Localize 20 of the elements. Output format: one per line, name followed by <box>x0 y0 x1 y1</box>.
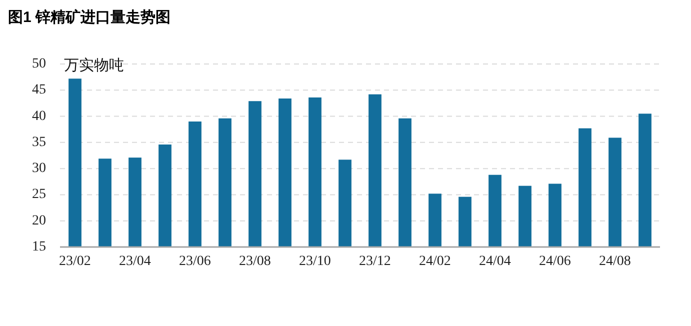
x-tick-label: 23/12 <box>359 254 391 269</box>
ylabel: 万实物吨 <box>64 57 124 74</box>
x-tick-label: 23/08 <box>239 254 271 269</box>
x-tick-label: 24/02 <box>419 254 451 269</box>
x-tick-label: 23/10 <box>299 254 331 269</box>
x-tick-label: 23/04 <box>119 254 151 269</box>
y-tick-label: 20 <box>32 213 46 228</box>
y-tick-label: 40 <box>32 108 46 124</box>
x-tick-label: 23/02 <box>59 254 91 269</box>
x-tick-label: 24/06 <box>539 254 571 269</box>
y-tick-label: 35 <box>32 134 46 150</box>
y-tick-label: 45 <box>32 82 46 98</box>
x-tick-label: 24/04 <box>479 254 511 269</box>
y-tick-label: 30 <box>32 161 46 176</box>
y-tick-label: 25 <box>32 187 46 202</box>
x-tick-label: 24/08 <box>599 254 631 269</box>
title: 图1 锌精矿进口量走势图 <box>8 9 171 26</box>
x-tick-label: 23/06 <box>179 254 211 269</box>
y-tick-label: 15 <box>32 240 46 254</box>
y-tick-label: 50 <box>32 56 46 72</box>
